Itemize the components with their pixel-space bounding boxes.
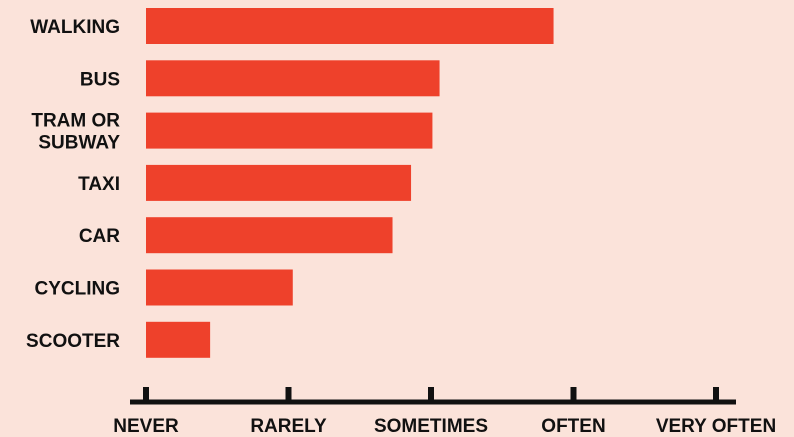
x-tick-labels: NEVER RARELY SOMETIMES OFTEN VERY OFTEN <box>113 416 776 437</box>
category-label-bus: BUS <box>80 69 120 90</box>
x-tick-mark <box>570 387 577 402</box>
category-label-walking: WALKING <box>30 17 120 38</box>
x-tick-mark <box>713 387 719 402</box>
category-label-line: TRAM OR <box>31 111 120 132</box>
category-label-car: CAR <box>79 226 120 247</box>
category-label-line: WALKING <box>30 17 120 38</box>
bar-cycling <box>146 269 293 306</box>
bars <box>146 8 554 358</box>
bar-bus <box>146 60 440 97</box>
x-tick-label: SOMETIMES <box>374 416 488 437</box>
bar-tram-or-subway <box>146 112 433 149</box>
category-label-line: CYCLING <box>35 279 121 300</box>
bar-scooter <box>146 321 211 358</box>
category-labels: WALKING BUS TRAM OR SUBWAY TAXI CAR CYCLING SCO… <box>26 17 120 352</box>
bar-walking <box>146 8 554 44</box>
bar-taxi <box>146 164 412 201</box>
x-tick-mark <box>143 387 149 402</box>
category-label-scooter: SCOOTER <box>26 331 120 352</box>
category-label-tram-or-subway: TRAM OR SUBWAY <box>31 111 120 154</box>
x-tick-mark <box>428 387 434 402</box>
category-label-line: CAR <box>79 226 120 247</box>
category-label-taxi: TAXI <box>78 174 120 195</box>
bar-car <box>146 217 393 254</box>
category-label-line: SUBWAY <box>38 133 120 154</box>
x-tick-mark <box>285 387 292 402</box>
category-label-cycling: CYCLING <box>35 279 121 300</box>
x-tick-label: RARELY <box>250 416 327 437</box>
x-tick-label: VERY OFTEN <box>656 416 776 437</box>
category-label-line: SCOOTER <box>26 331 120 352</box>
category-label-line: TAXI <box>78 174 120 195</box>
x-axis <box>130 387 736 405</box>
x-tick-label: OFTEN <box>541 416 605 437</box>
x-tick-label: NEVER <box>113 416 179 437</box>
category-label-line: BUS <box>80 69 120 90</box>
